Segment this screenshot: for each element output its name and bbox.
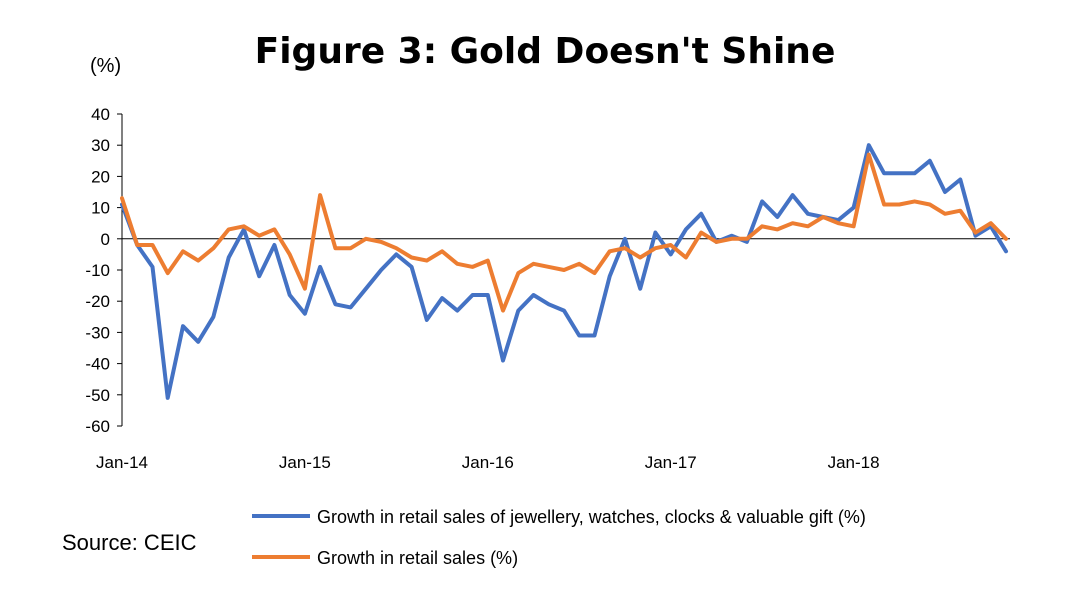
y-tick-label: 40 xyxy=(91,105,110,124)
x-tick-label: Jan-15 xyxy=(279,453,331,472)
series-lines xyxy=(120,143,1008,400)
x-tick-label: Jan-14 xyxy=(96,453,148,472)
y-tick-label: 10 xyxy=(91,199,110,218)
legend-label-1: Growth in retail sales of jewellery, wat… xyxy=(317,507,866,527)
y-tick-label: 30 xyxy=(91,136,110,155)
chart-title: Figure 3: Gold Doesn't Shine xyxy=(255,31,836,72)
y-tick-label: -30 xyxy=(85,323,110,342)
x-tick-label: Jan-18 xyxy=(828,453,880,472)
y-tick-label: -60 xyxy=(85,417,110,436)
legend: Growth in retail sales of jewellery, wat… xyxy=(252,507,866,568)
y-tick-label: 0 xyxy=(101,230,110,249)
source-note: Source: CEIC xyxy=(62,530,197,555)
y-tick-label: -40 xyxy=(85,355,110,374)
y-tick-label: 20 xyxy=(91,167,110,186)
y-tick-label: -20 xyxy=(85,292,110,311)
series-line-2 xyxy=(120,152,1008,313)
y-axis-unit-label: (%) xyxy=(90,55,121,77)
series-line-1 xyxy=(120,143,1008,400)
axes: 40 30 20 10 0 -10 -20 -30 -40 -50 -60 Jan-14 Jan-15 J… xyxy=(85,105,1010,472)
x-tick-label: Jan-17 xyxy=(645,453,697,472)
y-tick-label: -10 xyxy=(85,261,110,280)
x-tick-label: Jan-16 xyxy=(462,453,514,472)
legend-label-2: Growth in retail sales (%) xyxy=(317,548,518,568)
y-tick-label: -50 xyxy=(85,386,110,405)
